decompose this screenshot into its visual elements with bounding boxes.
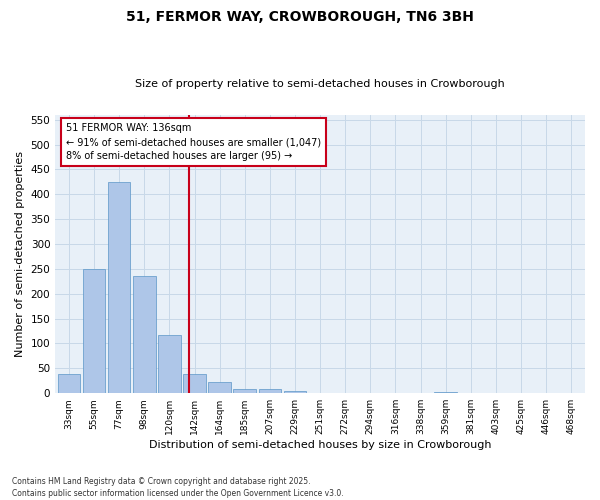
Text: Contains HM Land Registry data © Crown copyright and database right 2025.
Contai: Contains HM Land Registry data © Crown c… xyxy=(12,476,344,498)
Title: Size of property relative to semi-detached houses in Crowborough: Size of property relative to semi-detach… xyxy=(135,79,505,89)
Bar xyxy=(58,374,80,393)
Bar xyxy=(133,276,155,393)
Bar xyxy=(108,182,130,393)
Bar xyxy=(233,388,256,393)
Bar xyxy=(83,269,106,393)
Bar xyxy=(208,382,231,393)
Text: 51, FERMOR WAY, CROWBOROUGH, TN6 3BH: 51, FERMOR WAY, CROWBOROUGH, TN6 3BH xyxy=(126,10,474,24)
Bar xyxy=(183,374,206,393)
Bar xyxy=(284,390,306,393)
Text: 51 FERMOR WAY: 136sqm
← 91% of semi-detached houses are smaller (1,047)
8% of se: 51 FERMOR WAY: 136sqm ← 91% of semi-deta… xyxy=(66,123,321,161)
Bar xyxy=(158,334,181,393)
X-axis label: Distribution of semi-detached houses by size in Crowborough: Distribution of semi-detached houses by … xyxy=(149,440,491,450)
Bar xyxy=(434,392,457,393)
Y-axis label: Number of semi-detached properties: Number of semi-detached properties xyxy=(15,151,25,357)
Bar xyxy=(259,389,281,393)
